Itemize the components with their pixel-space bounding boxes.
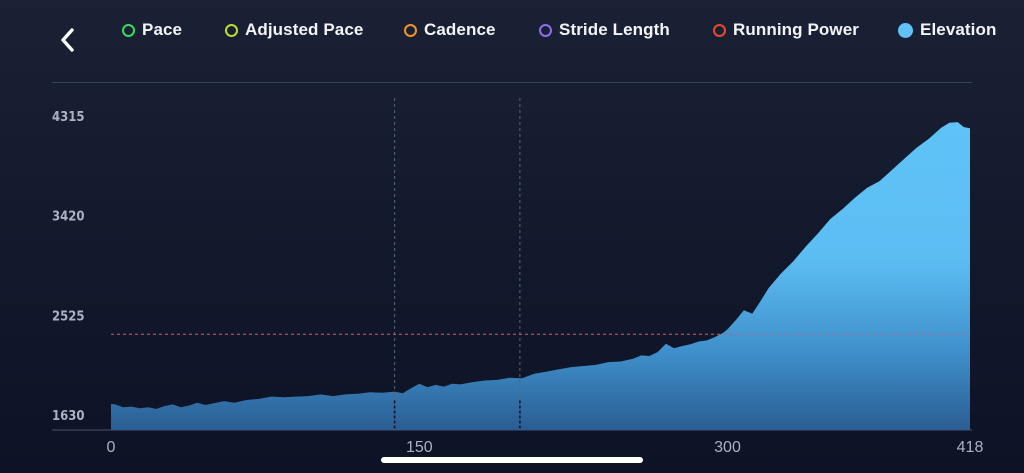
legend-dot-stride-length	[539, 23, 552, 37]
legend-dot-adjusted-pace	[225, 23, 238, 37]
x-tick-label: 0	[107, 439, 116, 456]
x-tick-label: 300	[714, 439, 741, 456]
legend-dot-pace	[122, 23, 135, 37]
back-button[interactable]	[50, 22, 86, 58]
legend-item-adjusted-pace[interactable]: Adjusted Pace	[225, 16, 363, 44]
x-tick-label: 418	[957, 439, 984, 456]
legend-label-cadence: Cadence	[424, 20, 496, 39]
y-tick-label: 1630	[52, 409, 85, 424]
legend-label-pace: Pace	[142, 20, 183, 39]
legend-dot-cadence	[404, 23, 417, 37]
y-tick-label: 4315	[52, 110, 85, 125]
legend-label-running-power: Running Power	[733, 20, 859, 39]
legend-label-elevation: Elevation	[920, 20, 997, 39]
legend-label-adjusted-pace: Adjusted Pace	[245, 20, 364, 39]
elevation-area	[111, 122, 970, 430]
y-tick-label: 2525	[52, 309, 85, 324]
legend-divider	[52, 82, 972, 83]
legend-dot-running-power	[713, 23, 726, 37]
x-tick-label: 150	[406, 439, 433, 456]
metric-legend: Pace Adjusted Pace Cadence Stride Length…	[0, 16, 1024, 44]
home-indicator	[381, 457, 643, 463]
legend-dot-elevation	[898, 22, 913, 38]
legend-item-stride-length[interactable]: Stride Length	[539, 16, 670, 44]
chevron-left-icon	[61, 28, 74, 52]
legend-item-pace[interactable]: Pace	[122, 16, 182, 44]
legend-item-elevation[interactable]: Elevation	[898, 16, 996, 44]
legend-item-running-power[interactable]: Running Power	[713, 16, 859, 44]
legend-item-cadence[interactable]: Cadence	[404, 16, 496, 44]
legend-label-stride-length: Stride Length	[559, 20, 670, 39]
y-tick-label: 3420	[52, 210, 85, 225]
